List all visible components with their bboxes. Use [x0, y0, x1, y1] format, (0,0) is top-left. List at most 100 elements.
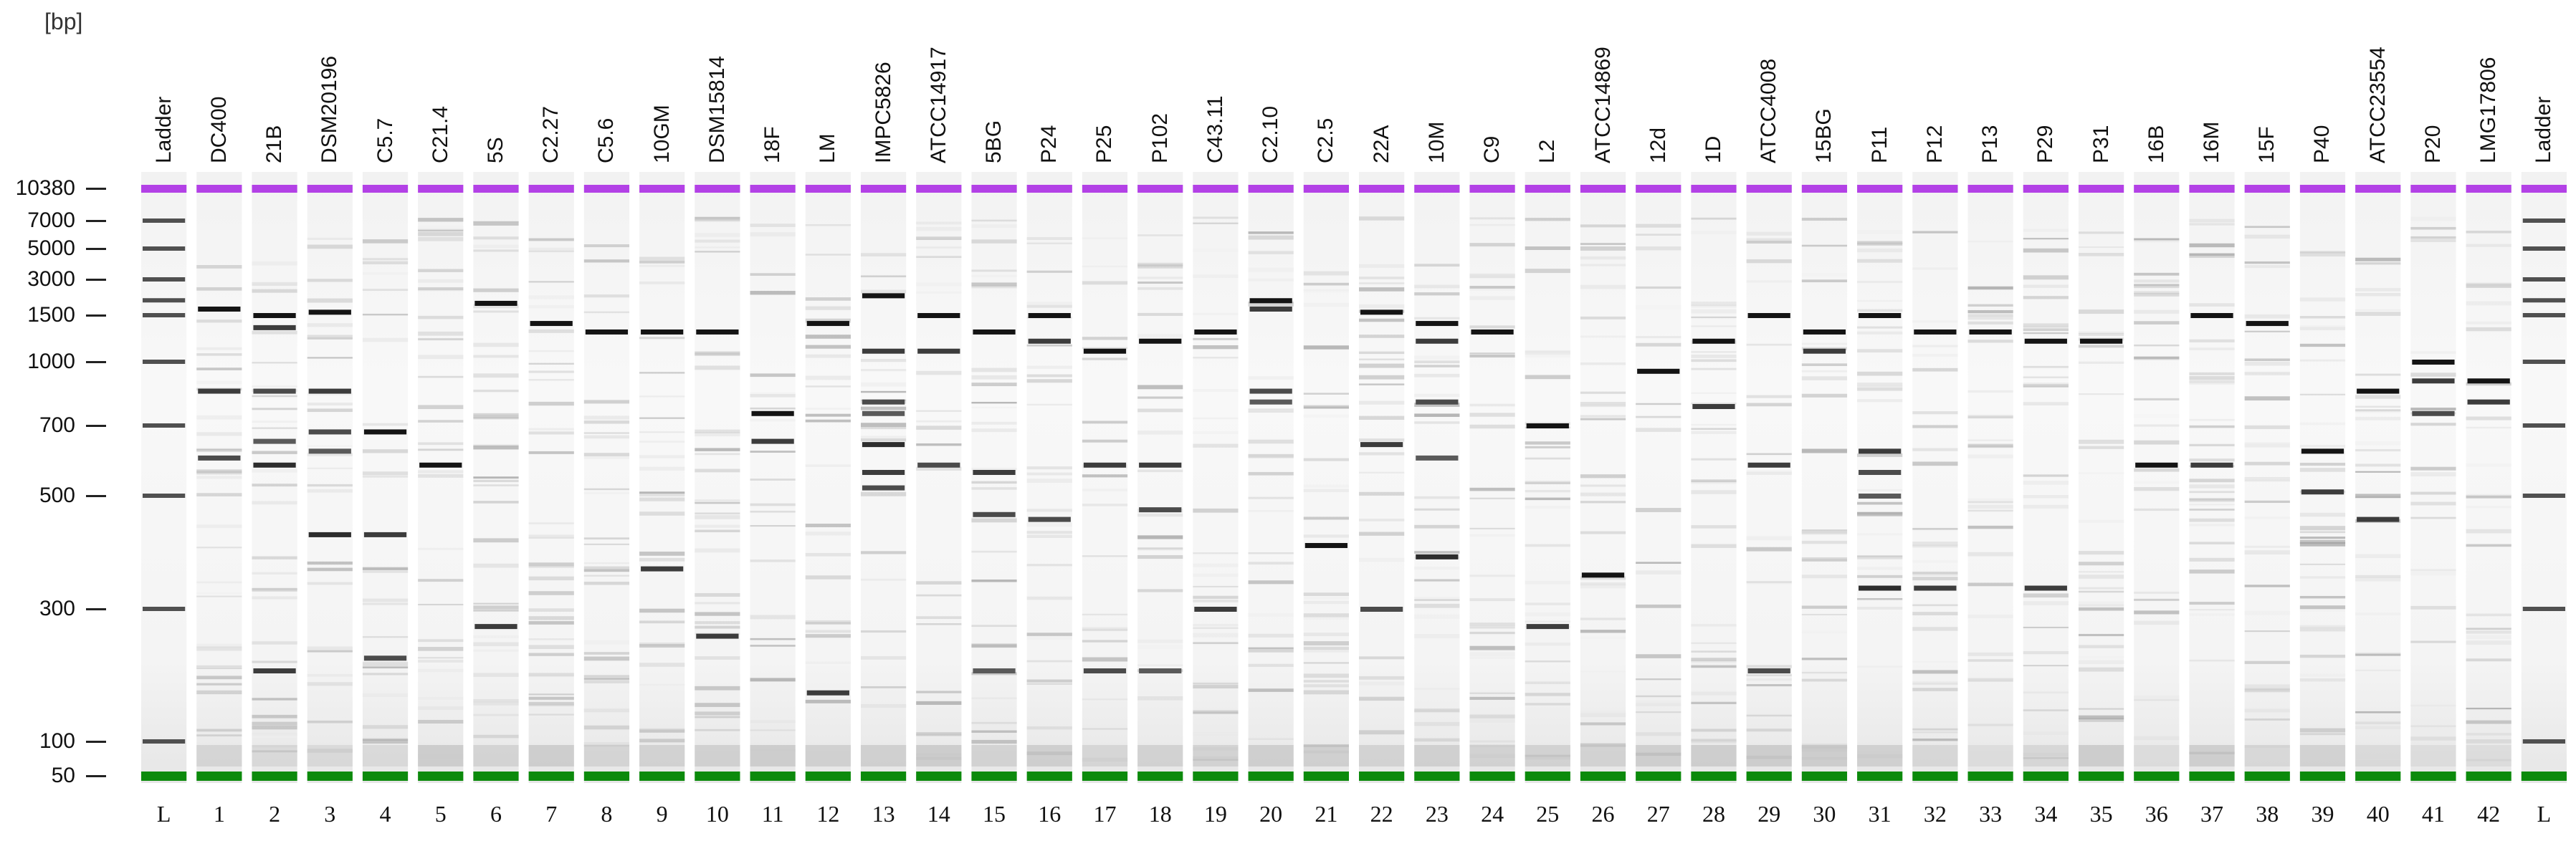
dna-band — [917, 313, 960, 318]
faint-band — [1469, 497, 1515, 499]
dna-band — [1747, 462, 1790, 468]
faint-band — [1746, 678, 1792, 681]
faint-band — [916, 291, 962, 294]
faint-band — [2134, 468, 2180, 472]
faint-band — [805, 254, 851, 256]
faint-band — [916, 256, 962, 259]
size-tick-label: 500 — [39, 484, 75, 507]
faint-band — [639, 739, 685, 743]
faint-band — [1801, 575, 1848, 579]
faint-band — [1967, 317, 2013, 320]
faint-band — [1303, 592, 1349, 596]
upper-marker-band — [1359, 185, 1405, 193]
faint-band — [252, 556, 297, 559]
faint-band — [1525, 441, 1570, 445]
faint-band — [805, 408, 851, 410]
faint-band — [1801, 393, 1848, 398]
faint-band — [1193, 337, 1239, 340]
faint-band — [473, 635, 519, 638]
lane-number: 20 — [1259, 801, 1283, 827]
faint-band — [1469, 274, 1515, 279]
faint-band — [307, 650, 353, 653]
faint-band — [1469, 243, 1515, 246]
faint-band — [1303, 484, 1349, 488]
dna-band — [253, 388, 296, 394]
faint-band — [805, 419, 851, 423]
faint-band — [2299, 563, 2346, 565]
primer-smear — [1967, 745, 2013, 766]
upper-marker-band — [2023, 185, 2069, 193]
faint-band — [362, 313, 409, 316]
faint-band — [528, 537, 574, 539]
lane-number: 17 — [1093, 801, 1117, 827]
faint-band — [2355, 652, 2401, 654]
dna-band — [1139, 338, 1182, 344]
faint-band — [1857, 241, 1903, 244]
faint-band — [1967, 340, 2013, 343]
gel-lane — [1359, 172, 1405, 783]
faint-band — [2299, 526, 2346, 530]
faint-band — [1746, 729, 1792, 732]
faint-band — [1801, 671, 1848, 674]
lower-marker-band — [916, 772, 962, 781]
faint-band — [2134, 292, 2180, 297]
dna-band — [2412, 378, 2455, 384]
lane-background — [307, 172, 353, 783]
faint-band — [418, 279, 464, 283]
faint-band — [916, 426, 962, 430]
faint-band — [307, 408, 353, 413]
faint-band — [1580, 501, 1626, 504]
faint-band — [1912, 559, 1958, 563]
faint-band — [971, 375, 1017, 380]
lane-number: 41 — [2421, 801, 2445, 827]
lane-number: 3 — [324, 801, 336, 827]
faint-band — [1469, 623, 1515, 628]
faint-band — [2466, 640, 2511, 645]
faint-band — [2134, 508, 2180, 511]
faint-band — [1801, 613, 1848, 615]
faint-band — [252, 468, 297, 473]
faint-band — [1303, 673, 1349, 678]
faint-band — [2355, 463, 2401, 467]
faint-band — [418, 696, 464, 700]
dna-band — [1360, 607, 1403, 612]
faint-band — [695, 625, 740, 629]
faint-band — [473, 446, 519, 450]
lane-number: 14 — [927, 801, 950, 827]
faint-band — [1248, 278, 1294, 282]
lower-marker-band — [971, 772, 1017, 781]
faint-band — [1801, 273, 1848, 277]
faint-band — [1525, 544, 1570, 547]
faint-band — [1414, 355, 1460, 360]
faint-band — [2023, 481, 2069, 485]
faint-band — [2189, 425, 2235, 428]
faint-band — [695, 365, 740, 370]
faint-band — [1857, 371, 1903, 376]
faint-band — [1967, 509, 2013, 512]
faint-band — [1801, 559, 1848, 562]
gel-lane — [1912, 172, 1958, 783]
faint-band — [2355, 711, 2401, 713]
primer-smear — [196, 745, 242, 766]
faint-band — [196, 471, 242, 475]
faint-band — [418, 287, 464, 291]
faint-band — [860, 423, 907, 428]
size-tick-label: 100 — [39, 729, 75, 753]
faint-band — [2023, 229, 2069, 232]
gel-lane — [1082, 172, 1128, 783]
faint-band — [1691, 431, 1737, 434]
lower-marker-band — [1303, 772, 1349, 781]
faint-band — [2244, 689, 2290, 693]
faint-band — [1912, 367, 1958, 372]
faint-band — [1857, 665, 1903, 668]
faint-band — [1469, 224, 1515, 226]
faint-band — [2355, 309, 2401, 311]
primer-smear — [2410, 745, 2456, 766]
faint-band — [2244, 688, 2290, 691]
faint-band — [1636, 570, 1681, 575]
faint-band — [1082, 439, 1128, 443]
primer-smear — [583, 745, 630, 766]
upper-marker-band — [2134, 185, 2180, 193]
dna-band — [2412, 410, 2455, 416]
dna-band — [2024, 338, 2067, 344]
